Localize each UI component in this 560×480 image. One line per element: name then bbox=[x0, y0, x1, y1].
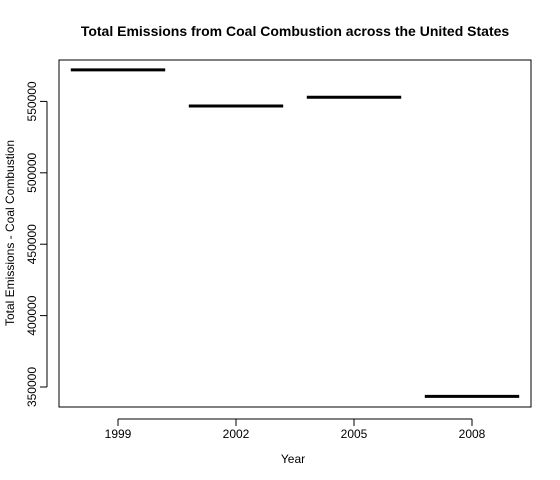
y-tick-label: 400000 bbox=[25, 295, 39, 335]
y-tick-label: 500000 bbox=[25, 152, 39, 192]
x-axis-label: Year bbox=[281, 452, 305, 466]
x-tick-label: 2008 bbox=[459, 427, 486, 441]
data-marks bbox=[70, 68, 520, 398]
y-tick-label: 450000 bbox=[25, 224, 39, 264]
x-tick-label: 2005 bbox=[341, 427, 368, 441]
y-tick-label: 350000 bbox=[25, 367, 39, 407]
plot-frame bbox=[58, 59, 532, 408]
y-tick-label: 550000 bbox=[25, 81, 39, 121]
y-axis-label: Total Emissions - Coal Combustion bbox=[3, 140, 17, 326]
chart-title: Total Emissions from Coal Combustion acr… bbox=[81, 23, 510, 39]
y-axis: 350000 400000 450000 500000 550000 bbox=[25, 81, 48, 407]
x-axis: 1999 2002 2005 2008 bbox=[105, 418, 486, 441]
x-tick-label: 1999 bbox=[105, 427, 132, 441]
x-tick-label: 2002 bbox=[223, 427, 250, 441]
